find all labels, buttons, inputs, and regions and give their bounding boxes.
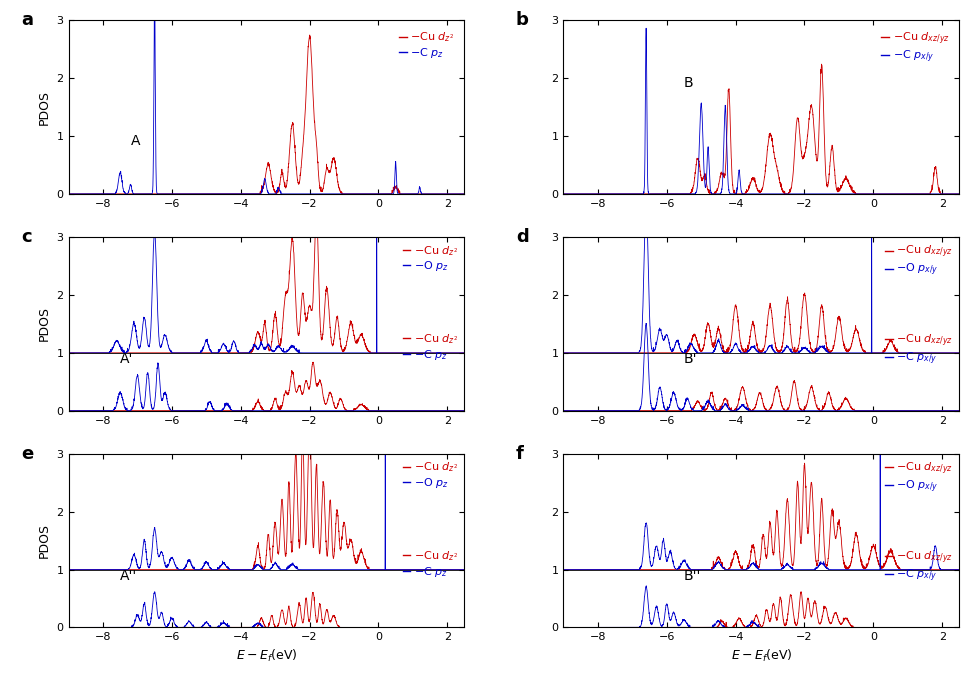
Text: B'': B'' bbox=[684, 569, 700, 583]
Text: b: b bbox=[515, 12, 528, 29]
Text: A'': A'' bbox=[120, 569, 137, 583]
Text: e: e bbox=[21, 445, 33, 463]
Text: A': A' bbox=[120, 353, 133, 366]
Text: B': B' bbox=[684, 353, 696, 366]
Text: A: A bbox=[130, 134, 140, 148]
Legend: $-$Cu $d_{z^2}$, $-$C $p_z$: $-$Cu $d_{z^2}$, $-$C $p_z$ bbox=[394, 26, 459, 64]
Legend: $-$Cu $d_{z^2}$, $-$C $p_z$: $-$Cu $d_{z^2}$, $-$C $p_z$ bbox=[401, 331, 459, 363]
Y-axis label: PDOS: PDOS bbox=[38, 523, 51, 559]
Legend: $-$Cu $d_{z^2}$, $-$C $p_z$: $-$Cu $d_{z^2}$, $-$C $p_z$ bbox=[401, 548, 459, 580]
Text: d: d bbox=[515, 228, 528, 246]
Legend: $-$Cu $d_{xz/yz}$, $-$C $p_{x/y}$: $-$Cu $d_{xz/yz}$, $-$C $p_{x/y}$ bbox=[876, 26, 953, 70]
X-axis label: $E-E_f$(eV): $E-E_f$(eV) bbox=[730, 648, 791, 664]
Legend: $-$Cu $d_{xz/yz}$, $-$C $p_{x/y}$: $-$Cu $d_{xz/yz}$, $-$C $p_{x/y}$ bbox=[883, 331, 953, 368]
Text: c: c bbox=[21, 228, 31, 246]
X-axis label: $E-E_f$(eV): $E-E_f$(eV) bbox=[236, 648, 297, 664]
Y-axis label: PDOS: PDOS bbox=[38, 89, 51, 125]
Text: f: f bbox=[515, 445, 523, 463]
Legend: $-$Cu $d_{xz/yz}$, $-$C $p_{x/y}$: $-$Cu $d_{xz/yz}$, $-$C $p_{x/y}$ bbox=[883, 548, 953, 584]
Y-axis label: PDOS: PDOS bbox=[38, 306, 51, 342]
Text: a: a bbox=[21, 12, 33, 29]
Text: B: B bbox=[684, 76, 692, 90]
